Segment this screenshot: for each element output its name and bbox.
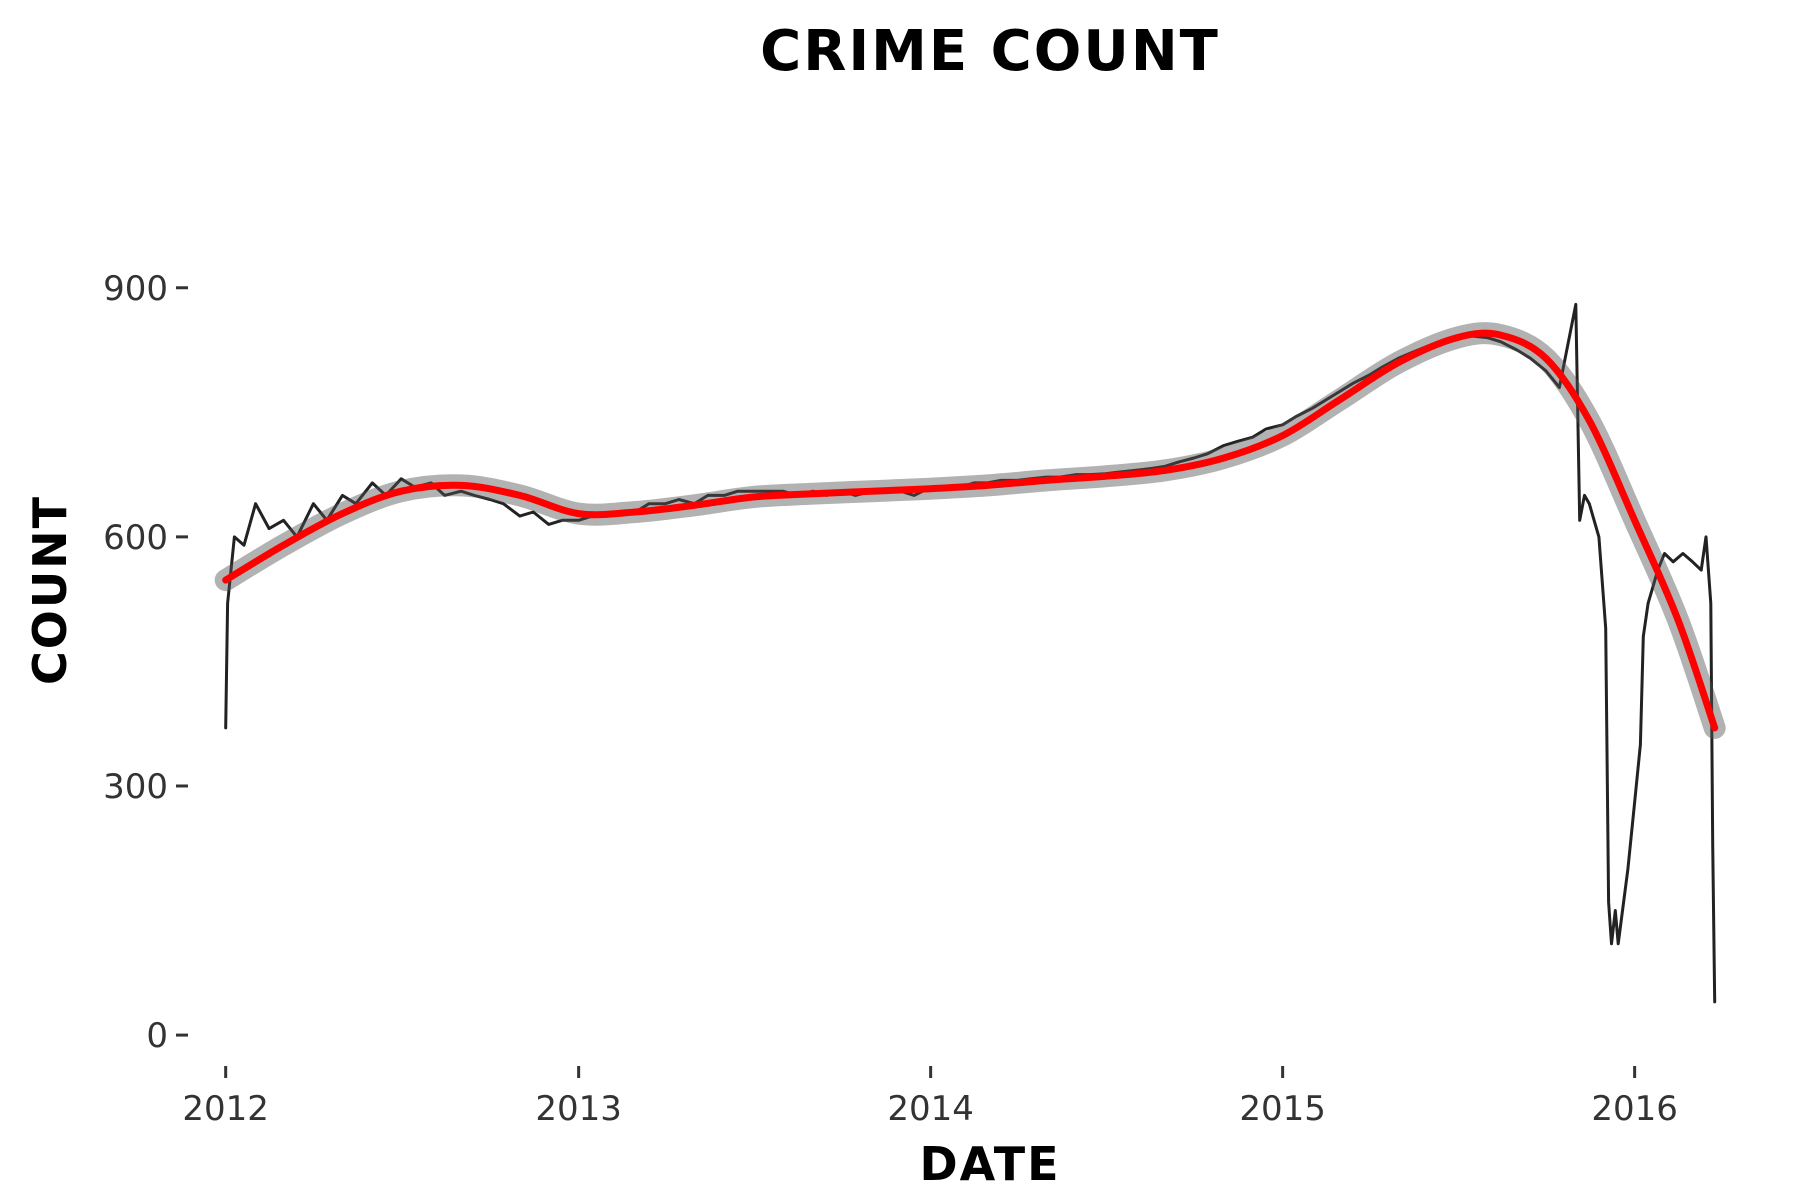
daily-count-line xyxy=(224,302,1717,1004)
chart-title: CRIME COUNT xyxy=(760,19,1220,84)
y-tick-label: 600 xyxy=(103,518,168,558)
x-tick-label: 2013 xyxy=(535,1089,622,1129)
y-tick-label: 300 xyxy=(103,767,168,807)
x-tick-label: 2012 xyxy=(182,1089,269,1129)
y-axis-label: COUNT xyxy=(23,495,77,685)
y-tick-label: 900 xyxy=(103,269,168,309)
trend-line xyxy=(222,329,1719,732)
smooth-confidence-band xyxy=(214,322,1726,739)
x-axis: 2012 2013 2014 2015 2016 xyxy=(182,1066,1678,1129)
y-tick-label: 0 xyxy=(146,1016,168,1056)
y-axis: 0 300 600 900 xyxy=(103,269,188,1056)
x-tick-label: 2014 xyxy=(887,1089,974,1129)
x-axis-label: DATE xyxy=(919,1137,1060,1191)
series-layer xyxy=(214,302,1726,1004)
x-tick-label: 2016 xyxy=(1591,1089,1678,1129)
x-tick-label: 2015 xyxy=(1239,1089,1326,1129)
